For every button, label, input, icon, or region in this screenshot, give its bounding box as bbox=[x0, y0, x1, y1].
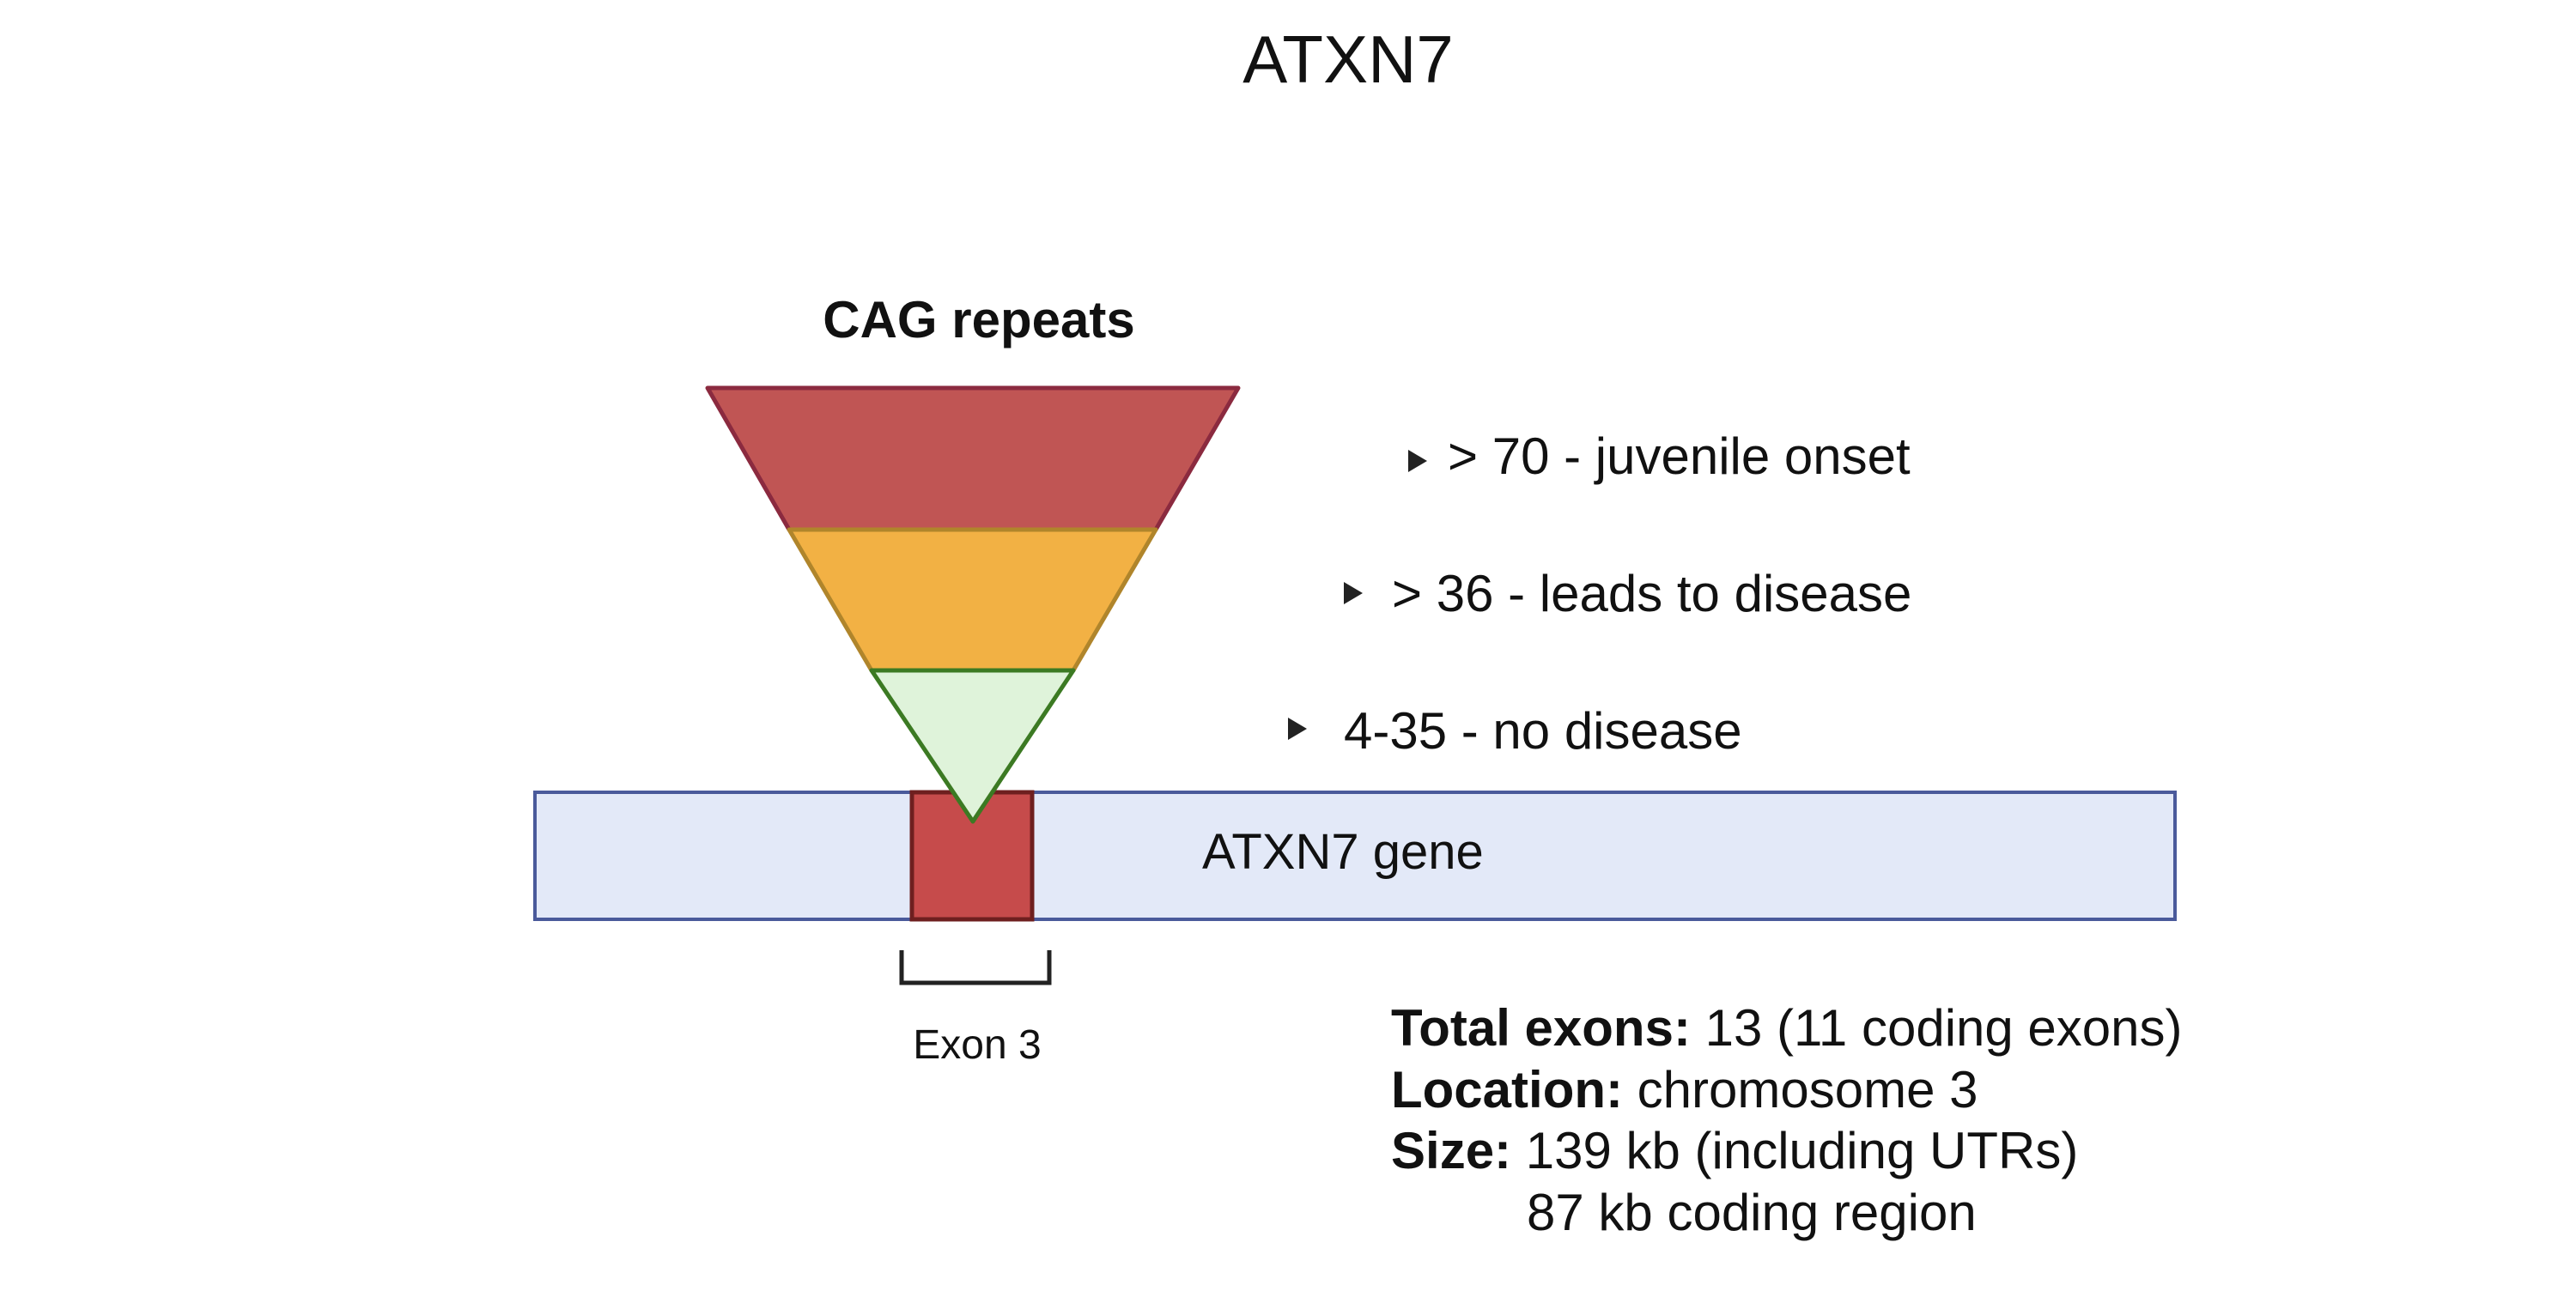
arrow-juvenile-onset bbox=[1275, 450, 1427, 472]
tier-label-no-disease: 4-35 - no disease bbox=[1344, 702, 1742, 760]
exon-bracket bbox=[899, 950, 1052, 985]
gene-info: Total exons: 13 (11 coding exons) Locati… bbox=[1391, 999, 2183, 1241]
total-exons-value: 13 (11 coding exons) bbox=[1691, 999, 2183, 1057]
exon-label: Exon 3 bbox=[913, 1022, 1041, 1068]
size-value: 139 kb (including UTRs) bbox=[1511, 1122, 2078, 1179]
size-line-2: 87 kb coding region bbox=[1527, 1184, 1977, 1241]
location-value: chromosome 3 bbox=[1623, 1061, 1978, 1118]
tier-label-leads-to-disease: > 36 - leads to disease bbox=[1392, 565, 1911, 622]
location-line: Location: chromosome 3 bbox=[1391, 1061, 1978, 1118]
location-label: Location: bbox=[1391, 1061, 1623, 1118]
size-label: Size: bbox=[1391, 1122, 1511, 1179]
arrow-no-disease bbox=[1116, 718, 1307, 740]
total-exons-line: Total exons: 13 (11 coding exons) bbox=[1391, 999, 2183, 1057]
arrow-leads-to-disease bbox=[1181, 582, 1363, 604]
funnel-tier-juvenile-onset bbox=[705, 385, 1241, 532]
cag-repeats-heading: CAG repeats bbox=[823, 291, 1134, 349]
total-exons-label: Total exons: bbox=[1391, 999, 1691, 1057]
funnel-tier-no-disease bbox=[869, 668, 1076, 824]
size-line: Size: 139 kb (including UTRs) bbox=[1391, 1122, 2078, 1179]
tier-label-juvenile-onset: > 70 - juvenile onset bbox=[1448, 427, 1911, 485]
page-title: ATXN7 bbox=[1242, 21, 1454, 97]
funnel-tier-leads-to-disease bbox=[787, 527, 1158, 673]
gene-bar bbox=[533, 791, 2177, 921]
gene-label: ATXN7 gene bbox=[1202, 824, 1484, 880]
